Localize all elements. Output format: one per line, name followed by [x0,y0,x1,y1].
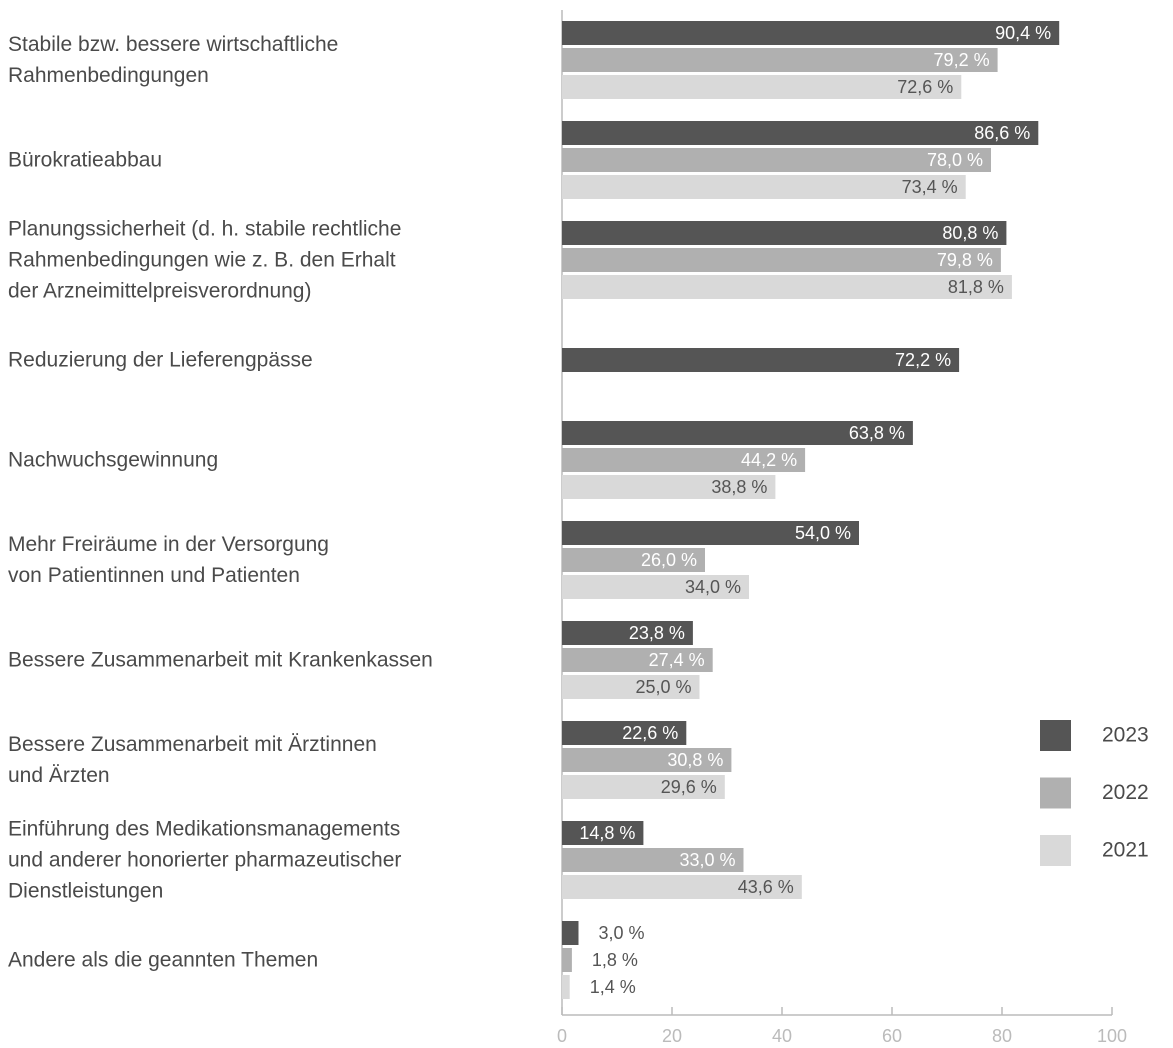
value-label: 72,6 % [897,77,953,97]
bar [562,975,570,999]
legend-swatch [1040,720,1071,751]
bar [562,648,713,672]
value-label: 54,0 % [795,523,851,543]
category-label: Bürokratieabbau [8,148,163,172]
x-tick-label: 80 [992,1026,1012,1046]
bar [562,421,913,445]
value-label: 78,0 % [927,150,983,170]
bar [562,248,1001,272]
bar [562,48,998,72]
bar [562,848,744,872]
bar [562,548,705,572]
value-label: 1,4 % [590,977,636,997]
value-label: 63,8 % [849,423,905,443]
value-label: 25,0 % [635,677,691,697]
value-label: 26,0 % [641,550,697,570]
value-label: 86,6 % [974,123,1030,143]
value-label: 72,2 % [895,350,951,370]
category-label: Mehr Freiräume in der Versorgung von Pat… [8,533,329,587]
bar [562,775,725,799]
value-label: 34,0 % [685,577,741,597]
value-label: 1,8 % [592,950,638,970]
value-label: 44,2 % [741,450,797,470]
bar [562,75,962,99]
value-label: 79,2 % [934,50,990,70]
x-tick-label: 60 [882,1026,902,1046]
category-label: Planungssicherheit (d. h. stabile rechtl… [8,217,402,303]
bar [562,948,572,972]
legend-label: 2021 [1102,839,1149,862]
category-label: Nachwuchsgewinnung [8,448,219,472]
x-tick-label: 40 [772,1026,792,1046]
bar [562,221,1007,245]
bar [562,675,700,699]
legend-label: 2023 [1102,724,1149,747]
legend-swatch [1040,777,1071,809]
bar [562,21,1060,45]
value-label: 3,0 % [599,923,645,943]
x-tick-label: 100 [1097,1026,1127,1046]
bar [562,575,749,599]
value-label: 22,6 % [622,723,678,743]
category-label: Stabile bzw. bessere wirtschaftliche Rah… [8,33,339,87]
bar [562,448,806,472]
bar [562,748,732,772]
value-label: 30,8 % [667,750,723,770]
category-label: Andere als die geannten Themen [8,948,319,972]
value-label: 79,8 % [937,250,993,270]
value-label: 29,6 % [661,777,717,797]
x-tick-label: 20 [662,1026,682,1046]
value-label: 81,8 % [948,277,1004,297]
bar [562,121,1039,145]
bar [562,148,991,172]
value-label: 33,0 % [679,850,735,870]
value-label: 73,4 % [902,177,958,197]
legend-swatch [1040,835,1071,866]
bar [562,721,687,745]
category-label: Reduzierung der Lieferengpässe [8,348,313,372]
bar [562,475,776,499]
bar [562,621,693,645]
value-label: 80,8 % [942,223,998,243]
value-label: 43,6 % [738,877,794,897]
category-label: Bessere Zusammenarbeit mit Ärztinnen und… [8,733,377,787]
value-label: 23,8 % [629,623,685,643]
bar [562,175,966,199]
value-label: 27,4 % [649,650,705,670]
bar [562,921,579,945]
bar [562,275,1012,299]
value-label: 14,8 % [579,823,635,843]
bar [562,348,960,372]
category-label: Einführung des Medikationsmanagements un… [8,817,402,903]
legend-label: 2022 [1102,781,1149,804]
value-label: 90,4 % [995,23,1051,43]
category-label: Bessere Zusammenarbeit mit Krankenkassen [8,648,433,672]
bar [562,521,859,545]
value-label: 38,8 % [711,477,767,497]
x-tick-label: 0 [557,1026,567,1046]
bar [562,821,644,845]
bar [562,875,802,899]
